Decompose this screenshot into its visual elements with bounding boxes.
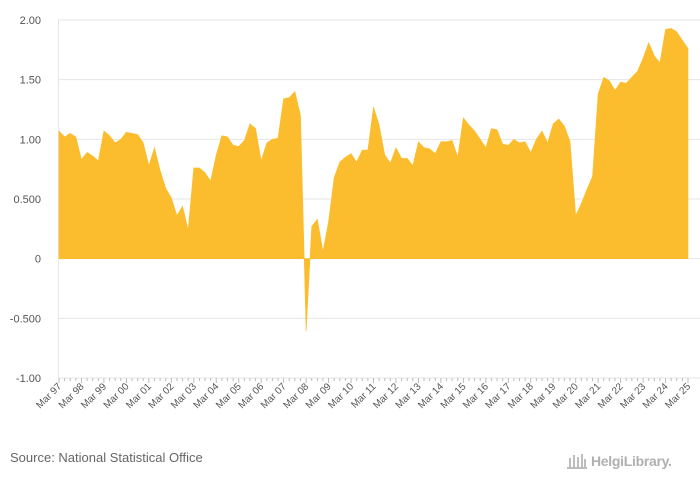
- area-series: [58, 28, 689, 332]
- chart-svg: 2.00 1.50 1.00 0.500 0 -0.500 -1.00 Mar 97Mar …: [10, 15, 700, 411]
- y-tick-label: 0.500: [13, 194, 41, 206]
- y-tick-label: -1.00: [16, 373, 41, 385]
- source-note: Source: National Statistical Office: [10, 450, 203, 465]
- helgilibrary-logo: HelgiLibrary.: [566, 450, 692, 472]
- x-tick-label: Mar 25: [663, 381, 693, 411]
- library-columns-icon: [567, 454, 587, 469]
- y-tick-label: -0.500: [10, 313, 41, 325]
- y-axis: 2.00 1.50 1.00 0.500 0 -0.500 -1.00: [10, 15, 41, 385]
- y-tick-label: 1.00: [20, 134, 41, 146]
- y-tick-label: 2.00: [20, 15, 41, 27]
- y-tick-label: 1.50: [20, 75, 41, 87]
- logo-text: HelgiLibrary.: [591, 453, 672, 469]
- area-fill: [58, 28, 689, 332]
- y-tick-label: 0: [35, 254, 41, 266]
